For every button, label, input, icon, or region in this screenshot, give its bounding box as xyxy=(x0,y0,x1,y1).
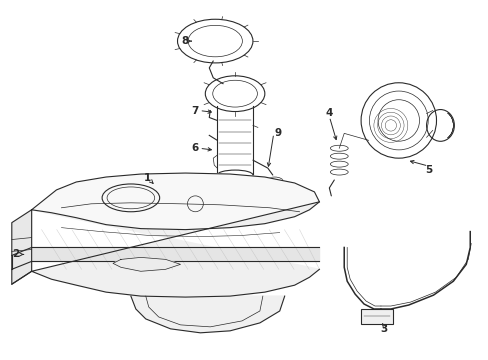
Text: 7: 7 xyxy=(191,105,199,116)
Bar xyxy=(360,309,392,324)
Text: 1: 1 xyxy=(144,173,151,183)
Text: 9: 9 xyxy=(274,129,281,138)
Text: 5: 5 xyxy=(424,165,431,175)
Polygon shape xyxy=(113,257,180,271)
Polygon shape xyxy=(32,247,319,261)
Polygon shape xyxy=(12,210,32,284)
Polygon shape xyxy=(32,173,319,230)
Text: 4: 4 xyxy=(325,108,332,117)
Text: 3: 3 xyxy=(380,324,387,334)
Text: 8: 8 xyxy=(182,36,189,46)
Text: 2: 2 xyxy=(12,249,20,260)
Polygon shape xyxy=(32,202,319,297)
Polygon shape xyxy=(131,296,284,333)
Text: 6: 6 xyxy=(191,143,199,153)
